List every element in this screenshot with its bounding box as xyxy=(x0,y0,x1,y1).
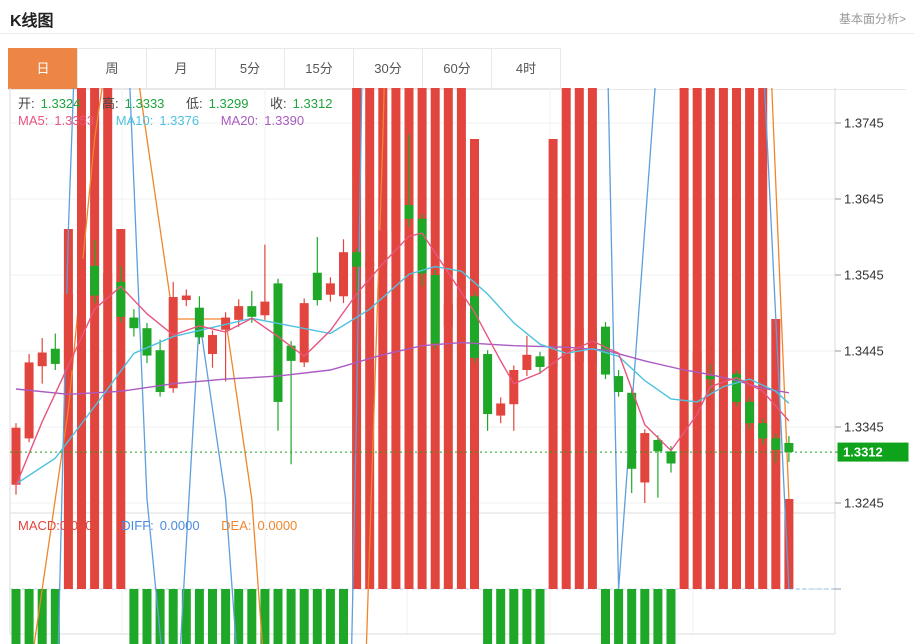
y-axis-tick-label: 1.3645 xyxy=(844,192,884,207)
fundamental-analysis-link[interactable]: 基本面分析> xyxy=(838,12,906,26)
y-axis-tick-label: 1.3445 xyxy=(844,344,884,359)
title-bar: K线图 基本面分析> xyxy=(0,0,914,34)
y-axis-labels: 1.37451.36451.35451.34451.33451.32450.00… xyxy=(835,116,884,590)
page-title: K线图 xyxy=(10,13,54,30)
tab-15min[interactable]: 15分 xyxy=(284,48,354,89)
period-tabbar: 日周月 5分 15分 30分 60分 4时 xyxy=(8,48,906,90)
tab-5min[interactable]: 5分 xyxy=(215,48,285,89)
candlestick-layer xyxy=(11,134,794,503)
y-axis-tick-label: 1.3545 xyxy=(844,268,884,283)
macd-histogram-layer xyxy=(11,88,794,644)
tab-60min[interactable]: 60分 xyxy=(422,48,492,89)
y-axis-tick-label: 1.3345 xyxy=(844,420,884,435)
y-axis-tick-label: 1.3745 xyxy=(844,116,884,131)
tab-day[interactable]: 日 xyxy=(8,48,78,89)
tab-4hour[interactable]: 4时 xyxy=(491,48,561,89)
tab-month[interactable]: 月 xyxy=(146,48,216,89)
tab-30min[interactable]: 30分 xyxy=(353,48,423,89)
chart-canvas[interactable]: 1.37451.36451.35451.34451.33451.32450.00… xyxy=(0,88,914,644)
macd-lines-layer xyxy=(33,88,835,644)
last-price-value: 1.3312 xyxy=(843,445,883,460)
y-axis-tick-label: 1.3245 xyxy=(844,496,884,511)
kline-chart-svg: 1.37451.36451.35451.34451.33451.32450.00… xyxy=(9,88,909,644)
tab-week[interactable]: 周 xyxy=(77,48,147,89)
ma-lines-layer xyxy=(15,232,790,486)
last-price-marker: 1.3312 xyxy=(835,442,909,462)
